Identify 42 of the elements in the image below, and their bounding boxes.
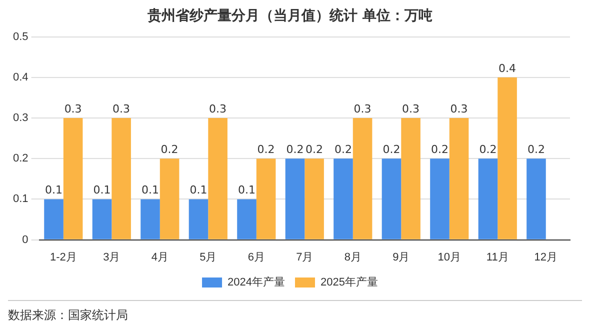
data-label: 0.2: [160, 142, 178, 156]
data-label: 0.2: [306, 142, 324, 156]
y-tick-label: 0.1: [12, 193, 28, 206]
data-label: 0.2: [430, 142, 448, 156]
data-label: 0.2: [382, 142, 400, 156]
data-label: 0.4: [498, 62, 516, 75]
legend-label: 2025年产量: [320, 276, 378, 289]
data-label: 0.2: [334, 142, 352, 156]
legend-label: 2024年产量: [228, 276, 286, 289]
x-tick-label: 6月: [248, 251, 265, 264]
data-label: 0.3: [402, 102, 420, 116]
x-tick-label: 10月: [438, 251, 462, 264]
data-label: 0.3: [112, 102, 130, 116]
data-label: 0.1: [190, 184, 208, 197]
data-label: 0.2: [527, 142, 545, 156]
x-tick-label: 4月: [151, 251, 168, 264]
data-label: 0.1: [238, 184, 256, 197]
y-tick-label: 0.5: [12, 30, 28, 43]
chart-title: 贵州省纱产量分月（当月值）统计 单位：万吨: [146, 7, 432, 24]
y-tick-label: 0.3: [12, 112, 28, 124]
y-tick-label: 0: [22, 234, 28, 246]
x-tick-label: 8月: [344, 251, 362, 264]
data-label: 0.3: [209, 102, 227, 116]
x-tick-label: 5月: [200, 251, 217, 264]
data-label: 0.1: [142, 184, 160, 197]
data-label: 0.2: [286, 142, 304, 156]
data-label: 0.2: [257, 142, 275, 156]
data-label: 0.3: [450, 102, 468, 116]
y-tick-label: 0.2: [12, 152, 28, 165]
data-label: 0.3: [64, 102, 82, 116]
x-tick-label: 9月: [392, 251, 410, 264]
data-label: 0.1: [93, 184, 111, 197]
x-tick-label: 12月: [534, 251, 558, 264]
x-tick-label: 11月: [486, 251, 509, 264]
source-note: 数据来源：国家统计局: [8, 307, 129, 324]
x-tick-label: 3月: [103, 251, 120, 264]
y-tick-label: 0.4: [12, 71, 28, 84]
data-label: 0.1: [45, 184, 63, 197]
data-label: 0.2: [479, 142, 497, 156]
x-tick-label: 1-2月: [50, 251, 77, 264]
x-tick-label: 7月: [296, 251, 314, 264]
data-label: 0.3: [354, 102, 372, 116]
